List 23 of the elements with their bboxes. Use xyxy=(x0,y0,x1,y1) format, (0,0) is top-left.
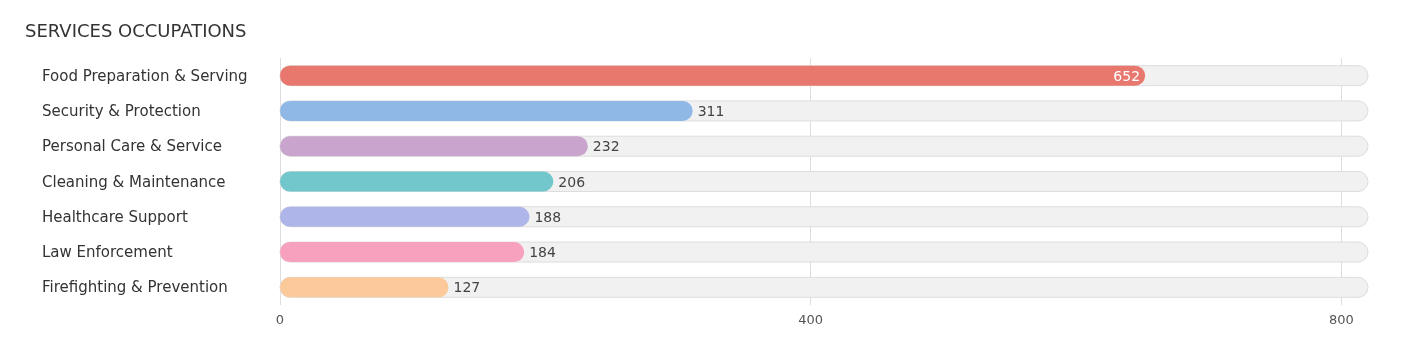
bar xyxy=(280,136,588,157)
y-tick-label: Security & Protection xyxy=(42,101,201,120)
y-tick-label: Cleaning & Maintenance xyxy=(42,172,226,191)
y-tick-label: Law Enforcement xyxy=(42,243,173,262)
data-label: 188 xyxy=(534,208,562,225)
bar xyxy=(280,242,525,263)
data-label: 652 xyxy=(1113,67,1141,84)
data-label: 206 xyxy=(558,173,586,190)
bar xyxy=(280,206,530,227)
y-tick-label: Firefighting & Prevention xyxy=(42,278,228,297)
data-label: 311 xyxy=(697,102,725,119)
text: SERVICES OCCUPATIONS xyxy=(25,19,247,41)
y-tick-label: Food Preparation & Serving xyxy=(42,66,248,85)
bar xyxy=(280,171,554,192)
y-tick-label: Personal Care & Service xyxy=(42,137,222,156)
data-label: 184 xyxy=(529,244,556,261)
x-tick-label: 800 xyxy=(1329,312,1354,327)
x-tick-label: 0 xyxy=(275,312,285,327)
data-label: 127 xyxy=(453,279,481,296)
x-tick-label: 400 xyxy=(798,312,824,327)
y-tick-label: Healthcare Support xyxy=(42,207,188,226)
bar xyxy=(280,277,449,298)
data-label: 232 xyxy=(592,138,620,155)
